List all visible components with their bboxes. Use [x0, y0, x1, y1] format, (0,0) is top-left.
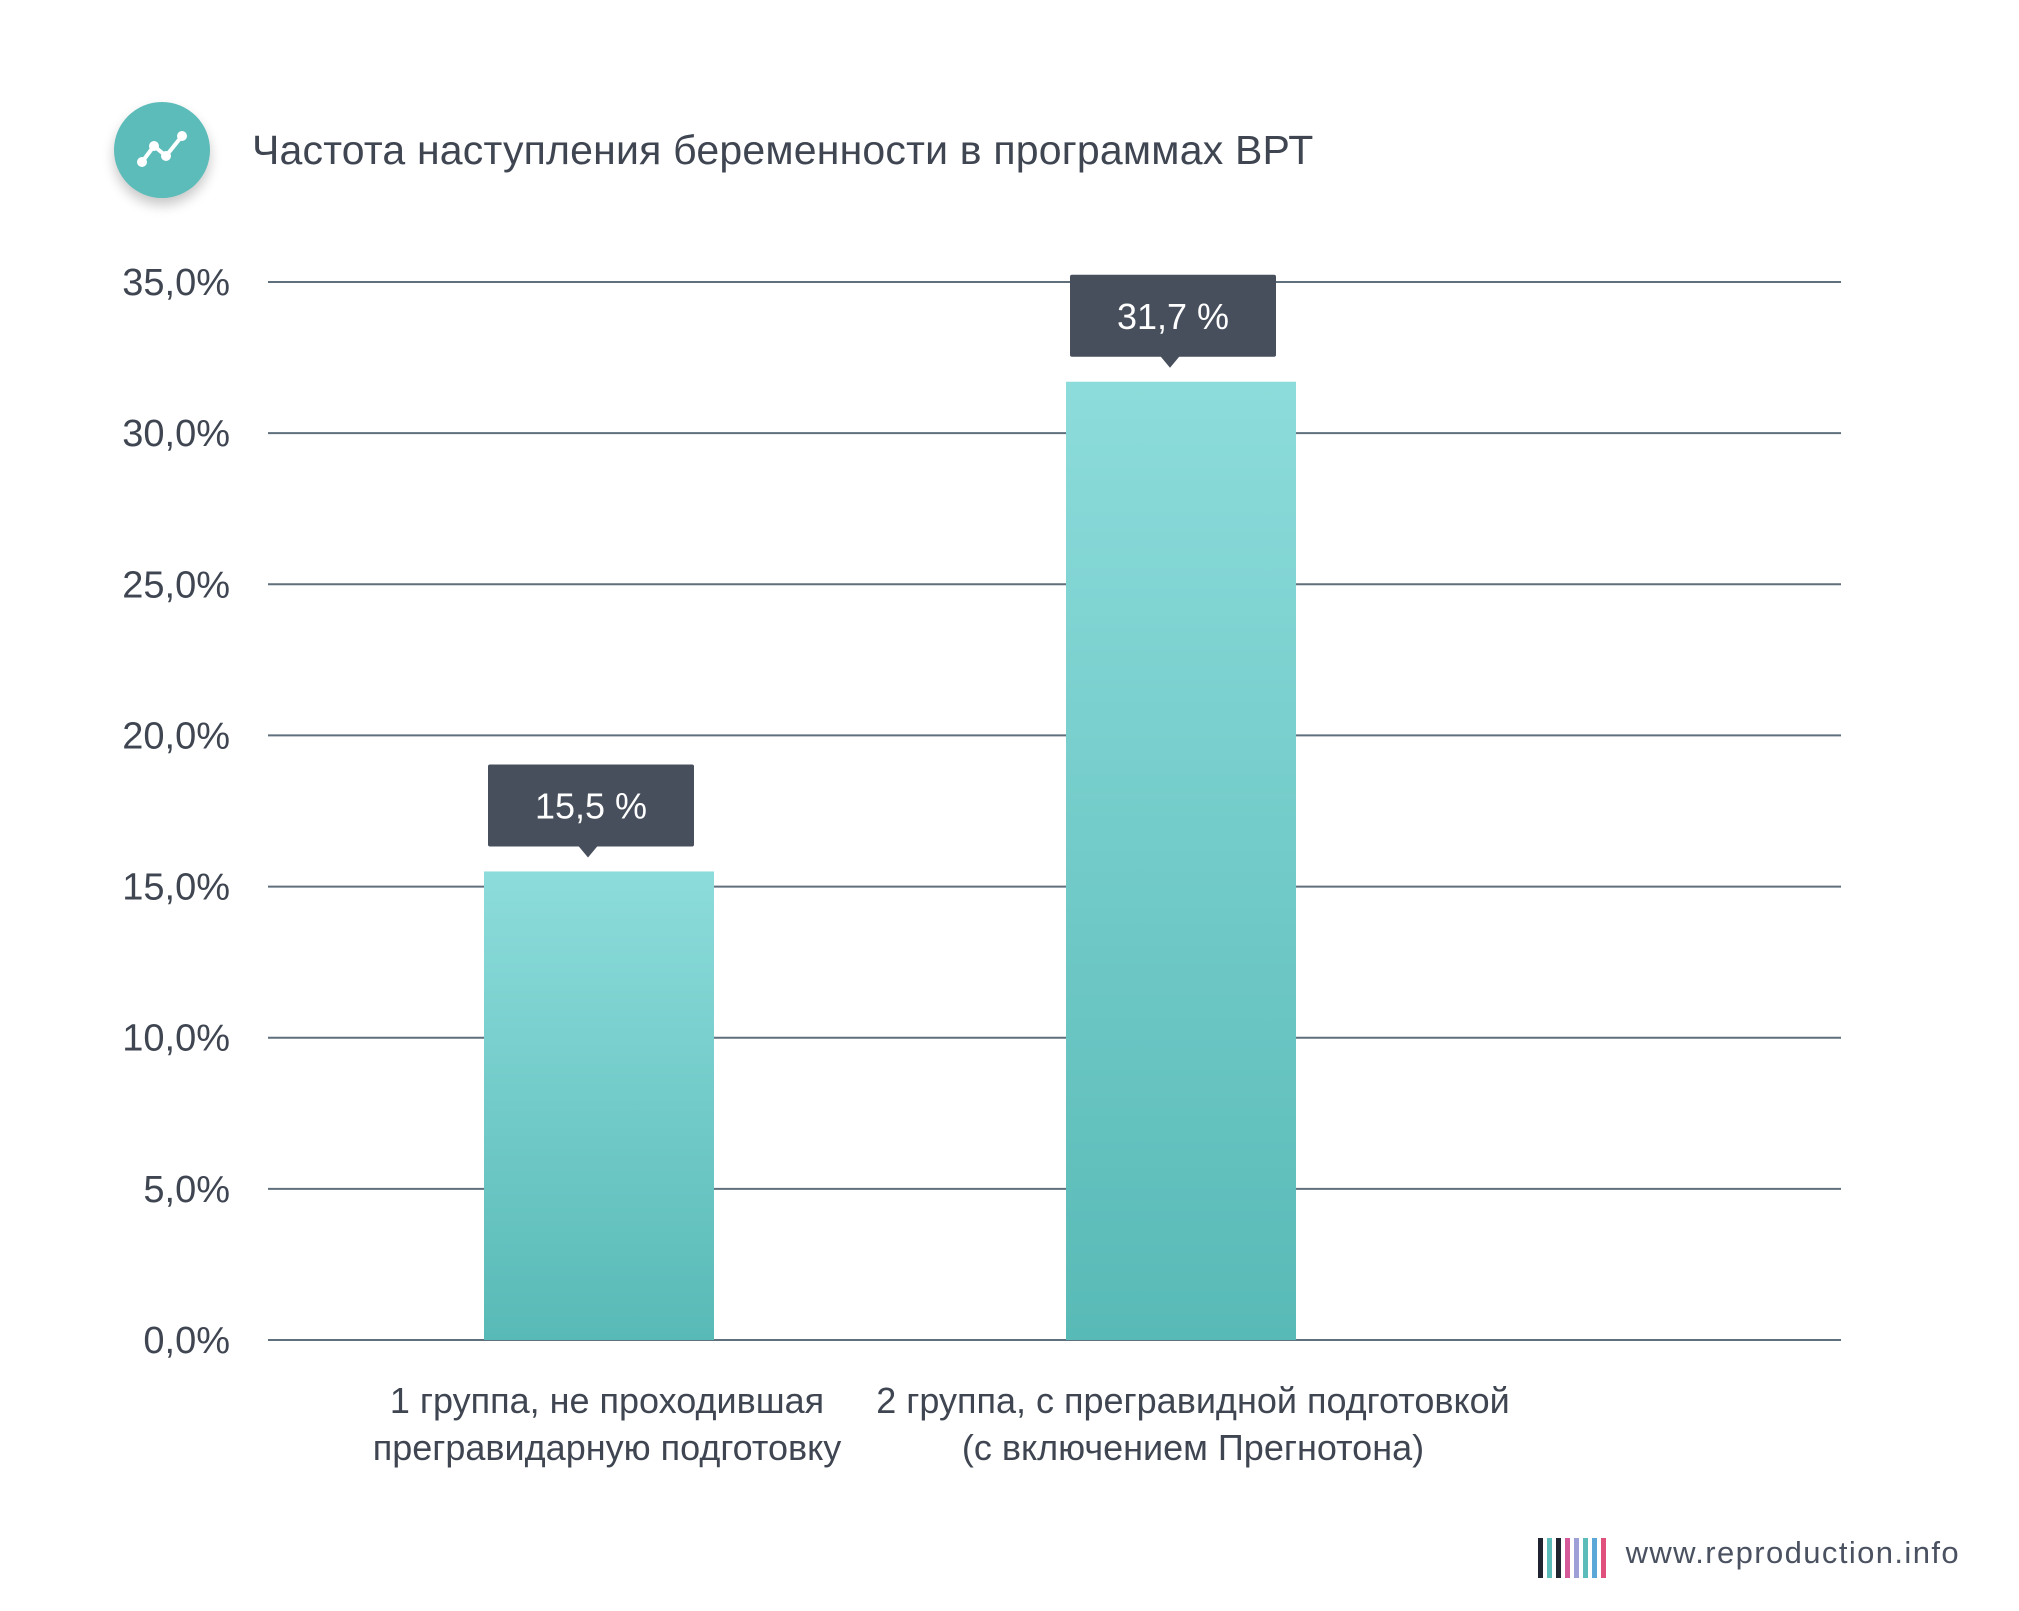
- data-label-text: 31,7 %: [1117, 296, 1229, 337]
- logo-badge: [114, 102, 210, 198]
- barcode-logo-icon: [1537, 1538, 1610, 1578]
- x-category-label: 2 группа, с прегравидной подготовкой: [876, 1380, 1510, 1421]
- bar: [484, 871, 714, 1340]
- barcode-stripe: [1600, 1538, 1606, 1578]
- data-label-box: [1070, 274, 1276, 357]
- x-category-label: (с включением Прегнотона): [962, 1427, 1424, 1468]
- site-footer: www.reproduction.info: [1537, 1528, 1960, 1578]
- chart-title: Частота наступления беременности в прогр…: [252, 126, 1314, 173]
- data-label-text: 15,5 %: [535, 785, 647, 826]
- barcode-stripe: [1582, 1538, 1588, 1578]
- y-tick-label: 30,0%: [122, 413, 230, 455]
- y-tick-label: 0,0%: [143, 1320, 230, 1362]
- bar: [1066, 381, 1296, 1340]
- y-tick-label: 35,0%: [122, 262, 230, 304]
- x-axis-categories: 1 группа, не проходившая прегравидарную п…: [373, 1380, 1510, 1468]
- barcode-stripe: [1555, 1538, 1561, 1578]
- x-category-label: 1 группа, не проходившая: [390, 1380, 824, 1421]
- barcode-stripe: [1546, 1538, 1552, 1578]
- y-tick-label: 20,0%: [122, 715, 230, 757]
- data-label: 15,5 %: [488, 764, 694, 858]
- data-label-pointer: [1160, 355, 1180, 368]
- data-label: 31,7 %: [1070, 274, 1276, 368]
- chart-header: Частота наступления беременности в прогр…: [114, 100, 1314, 200]
- barcode-stripe: [1573, 1538, 1579, 1578]
- data-label-box: [488, 764, 694, 847]
- site-url[interactable]: www.reproduction.info: [1625, 1535, 1960, 1570]
- y-tick-label: 5,0%: [143, 1169, 230, 1211]
- y-tick-label: 15,0%: [122, 867, 230, 909]
- x-category-label: прегравидарную подготовку: [373, 1427, 842, 1468]
- data-label-pointer: [578, 845, 598, 858]
- y-axis-ticks: 0,0% 5,0% 10,0% 15,0% 20,0% 25,0% 30,0% 35,0%: [122, 262, 230, 1362]
- barcode-stripe: [1537, 1538, 1543, 1578]
- barcode-stripe: [1591, 1538, 1597, 1578]
- bars: [484, 381, 1296, 1340]
- y-tick-label: 10,0%: [122, 1018, 230, 1060]
- y-tick-label: 25,0%: [122, 564, 230, 606]
- line-chart-icon: [137, 131, 187, 167]
- barcode-stripe: [1564, 1538, 1570, 1578]
- data-labels: 15,5 % 31,7 %: [488, 274, 1276, 858]
